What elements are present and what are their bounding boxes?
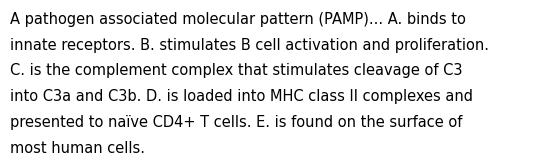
Text: innate receptors. B. stimulates B cell activation and proliferation.: innate receptors. B. stimulates B cell a…	[10, 38, 489, 53]
Text: most human cells.: most human cells.	[10, 141, 145, 156]
Text: presented to naïve CD4+ T cells. E. is found on the surface of: presented to naïve CD4+ T cells. E. is f…	[10, 115, 463, 130]
Text: A pathogen associated molecular pattern (PAMP)... A. binds to: A pathogen associated molecular pattern …	[10, 12, 466, 27]
Text: into C3a and C3b. D. is loaded into MHC class II complexes and: into C3a and C3b. D. is loaded into MHC …	[10, 89, 473, 104]
Text: C. is the complement complex that stimulates cleavage of C3: C. is the complement complex that stimul…	[10, 63, 463, 78]
